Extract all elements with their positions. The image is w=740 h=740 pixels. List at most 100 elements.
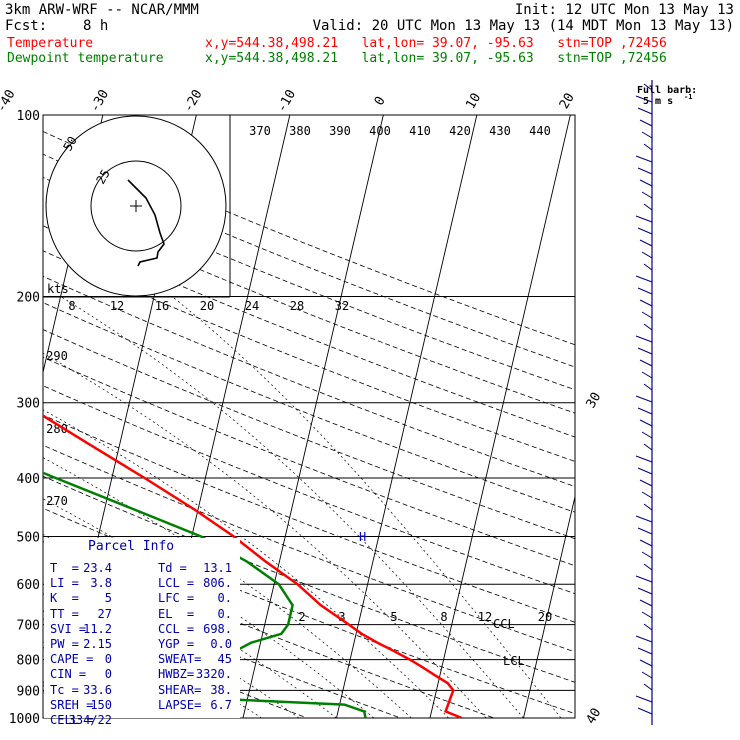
wind-speed-label: 12 — [110, 299, 124, 313]
pressure-label: 700 — [17, 619, 40, 634]
pressure-label: 100 — [17, 109, 40, 124]
parcel-info-key: EL = — [158, 606, 195, 621]
wind-barb — [641, 251, 653, 259]
parcel-info-value: 0. — [217, 591, 232, 606]
dry-adiabat — [43, 275, 575, 487]
parcel-info-row: CELL = 334/22 — [50, 713, 236, 728]
wind-barb — [637, 527, 653, 535]
dry-adiabat — [43, 414, 575, 623]
parcel-info-key: YGP = — [158, 636, 195, 651]
theta-label-left: 290 — [46, 349, 68, 363]
wind-barb — [635, 335, 653, 343]
theta-label-left: 280 — [46, 422, 68, 436]
pressure-label: 900 — [17, 684, 40, 699]
wind-barb — [643, 383, 653, 391]
parcel-info-value: 150 — [90, 697, 112, 712]
dewpoint-location: x,y=544.38,498.21 lat,lon= 39.07, -95.63… — [205, 51, 667, 66]
wind-barb — [635, 95, 653, 103]
wind-barb — [643, 563, 653, 571]
isotherm-label: 30 — [584, 390, 605, 411]
parcel-info-key: TT = — [50, 606, 79, 621]
parcel-info-key: SHEAR= — [158, 682, 202, 697]
parcel-info-value: 3320. — [195, 667, 232, 682]
wind-barb — [641, 131, 653, 139]
wind-barb — [637, 167, 653, 175]
parcel-info-key: LI = — [50, 576, 79, 591]
wind-barb — [643, 83, 653, 91]
wind-barb — [637, 647, 653, 655]
parcel-info-value: 27 — [97, 606, 112, 621]
wind-barb — [635, 455, 653, 463]
temperature-curve — [43, 414, 463, 718]
parcel-info-value: 698. — [203, 621, 232, 636]
pressure-label: 200 — [17, 291, 40, 306]
wind-barb — [639, 539, 653, 547]
wind-barb — [637, 587, 653, 595]
theta-label: 420 — [449, 124, 471, 138]
wind-barb — [637, 287, 653, 295]
wind-barb — [639, 419, 653, 427]
parcel-info-key: SWEAT= — [158, 652, 202, 667]
dry-adiabat — [43, 250, 575, 462]
wind-barb — [641, 551, 653, 559]
wind-barb — [639, 299, 653, 307]
parcel-info-value: 33.6 — [83, 682, 112, 697]
isotherm-line — [429, 115, 571, 718]
station-marker: H — [359, 530, 366, 544]
parcel-info-value: 45 — [217, 652, 232, 667]
theta-label: 370 — [249, 124, 271, 138]
wind-barb — [637, 227, 653, 235]
forecast-label: Fcst: — [5, 18, 48, 34]
wind-barb — [637, 467, 653, 475]
wind-barb — [643, 323, 653, 331]
wind-speed-label: 16 — [155, 299, 169, 313]
wind-barb — [639, 359, 653, 367]
parcel-info-row: CIN = 0 HWBZ= 3320. — [50, 667, 236, 682]
parcel-info-key: Tc = — [50, 682, 79, 697]
parcel-info-key: PW = — [50, 636, 79, 651]
wind-barb — [643, 203, 653, 211]
isotherm-line — [523, 494, 575, 718]
theta-label-left: 270 — [46, 494, 68, 508]
wind-barb — [635, 155, 653, 163]
wind-barb — [637, 107, 653, 115]
wind-speed-label: 24 — [245, 299, 259, 313]
wind-barb — [643, 143, 653, 151]
mixing-ratio-label: 2 — [298, 610, 305, 624]
wind-barb — [639, 119, 653, 127]
theta-label: 380 — [289, 124, 311, 138]
parcel-info-title: Parcel Info — [88, 539, 175, 554]
parcel-info-value: 806. — [203, 576, 232, 591]
pressure-label: 600 — [17, 578, 40, 593]
isotherm-label: -20 — [181, 87, 206, 115]
parcel-info-row: CAPE = 0 SWEAT= 45 — [50, 652, 236, 667]
wind-barb — [637, 407, 653, 415]
hodograph-ring-label: 50 — [60, 134, 79, 154]
theta-label: 410 — [409, 124, 431, 138]
ccl-annotation: CCL — [493, 617, 515, 631]
mixing-ratio-label: 5 — [390, 610, 397, 624]
wind-barb — [643, 443, 653, 451]
wind-barb — [641, 671, 653, 679]
wind-speed-label: 8 — [68, 299, 75, 313]
parcel-info-row: LI = 3.8 LCL = 806. — [50, 576, 236, 591]
theta-label: 430 — [489, 124, 511, 138]
hodograph-ring-label: 25 — [93, 167, 112, 187]
wind-barb — [637, 707, 653, 715]
isotherm-label: 0 — [372, 94, 389, 108]
mixing-ratio-label: 12 — [478, 610, 492, 624]
parcel-info-row: TT = 27 EL = 0. — [50, 607, 236, 622]
dewpoint-curve — [43, 471, 367, 718]
wind-barb — [639, 599, 653, 607]
wind-barb — [639, 479, 653, 487]
isotherm-line — [242, 115, 384, 718]
temperature-location: x,y=544.38,498.21 lat,lon= 39.07, -95.63… — [205, 36, 667, 51]
parcel-info-value: 3.8 — [90, 576, 112, 591]
wind-barb — [635, 395, 653, 403]
pressure-label: 800 — [17, 654, 40, 669]
isotherm-line — [711, 115, 740, 718]
dry-adiabat — [43, 177, 575, 391]
wind-barb — [639, 179, 653, 187]
hodograph-inner-ring — [90, 160, 182, 252]
